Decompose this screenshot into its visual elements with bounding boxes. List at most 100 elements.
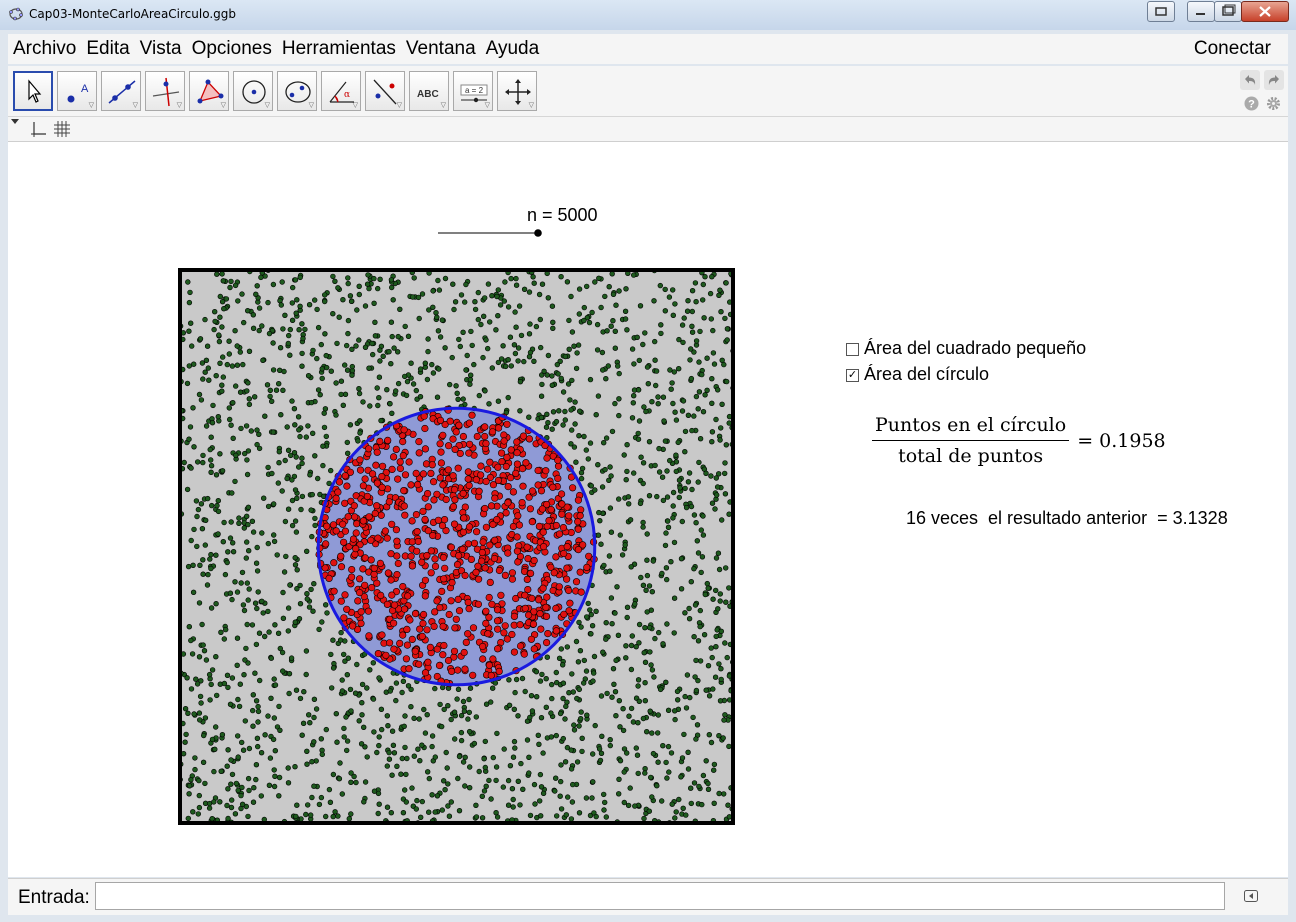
outside-point [297, 582, 303, 589]
axes-toggle-icon[interactable] [30, 121, 46, 137]
outside-point [219, 271, 225, 277]
outside-point [583, 668, 590, 674]
inside-point [431, 608, 439, 616]
collapse-triangle-icon[interactable] [11, 119, 19, 125]
inside-point [450, 647, 459, 655]
outside-point [626, 501, 632, 507]
outside-point [589, 623, 596, 629]
inside-point [574, 518, 582, 526]
outside-point [213, 552, 219, 558]
menu-item-vista[interactable]: Vista [139, 38, 182, 59]
outside-point [461, 708, 468, 714]
outside-point [187, 424, 194, 430]
menu-item-herramientas[interactable]: Herramientas [281, 38, 396, 59]
circle-tool-button[interactable]: ▽ [233, 71, 273, 111]
inside-point [494, 476, 503, 485]
text-tool-button[interactable]: ABC ▽ [409, 71, 449, 111]
outside-point [294, 802, 300, 808]
outside-point [683, 705, 690, 711]
outside-point [306, 301, 313, 308]
outside-point [624, 327, 630, 333]
outside-point [494, 730, 500, 737]
help-icon[interactable]: ? [1244, 96, 1259, 111]
outside-point [601, 791, 607, 798]
connect-link[interactable]: Conectar [1193, 38, 1271, 59]
graphics-view[interactable]: n = 5000 Área del cuadrado pequeño ✓ Áre… [8, 142, 1288, 877]
slider-tool-button[interactable]: a = 2 ▽ [453, 71, 493, 111]
outside-point [279, 488, 285, 494]
inside-point [445, 442, 453, 450]
outside-point [641, 815, 647, 822]
input-field[interactable] [95, 882, 1225, 910]
outside-point [200, 452, 206, 459]
outside-point [389, 284, 395, 291]
outside-point [665, 518, 671, 524]
menu-item-ventana[interactable]: Ventana [405, 38, 476, 59]
outside-point [485, 281, 492, 287]
inside-point [414, 537, 422, 546]
outside-point [190, 361, 197, 367]
checkbox-square-area[interactable]: Área del cuadrado pequeño [846, 338, 1086, 359]
outside-point [704, 387, 710, 394]
outside-point [215, 531, 221, 537]
outside-point [375, 810, 381, 817]
reflect-tool-button[interactable]: ▽ [365, 71, 405, 111]
perpendicular-tool-button[interactable]: ▽ [145, 71, 185, 111]
menu-item-opciones[interactable]: Opciones [191, 38, 272, 59]
menu-item-edita[interactable]: Edita [86, 38, 130, 59]
outside-point [467, 784, 473, 791]
outside-point [664, 576, 670, 583]
outside-point [441, 778, 447, 784]
outside-point [203, 517, 209, 524]
slider-n[interactable] [438, 228, 548, 238]
polygon-tool-button[interactable]: ▽ [189, 71, 229, 111]
outside-point [214, 502, 220, 509]
checkbox-circle-area[interactable]: ✓ Área del círculo [846, 364, 989, 385]
checkbox-circle-box[interactable]: ✓ [846, 369, 859, 382]
menu-item-archivo[interactable]: Archivo [13, 38, 77, 59]
inside-point [558, 510, 566, 518]
outside-point [560, 422, 566, 428]
move-graphics-tool-button[interactable]: ▽ [497, 71, 537, 111]
settings-gear-icon[interactable] [1266, 96, 1281, 111]
inside-point [393, 537, 401, 545]
line-tool-button[interactable]: ▽ [101, 71, 141, 111]
outside-point [616, 791, 622, 797]
restore-small-button[interactable] [1147, 1, 1175, 22]
inside-point [381, 527, 389, 535]
outside-point [201, 648, 208, 654]
inside-point [373, 579, 381, 587]
outside-point [323, 726, 330, 733]
outside-point [721, 361, 727, 368]
menu-item-ayuda[interactable]: Ayuda [485, 38, 540, 59]
outside-point [665, 524, 672, 530]
outside-point [502, 279, 508, 285]
conic-tool-button[interactable]: ▽ [277, 71, 317, 111]
outside-point [679, 322, 686, 328]
move-tool-button[interactable] [13, 71, 53, 111]
outside-point [316, 801, 323, 808]
inside-point [513, 449, 521, 457]
outside-point [693, 657, 699, 664]
redo-icon[interactable] [1264, 70, 1284, 90]
checkbox-square-box[interactable] [846, 343, 859, 356]
inside-point [431, 562, 440, 571]
point-tool-button[interactable]: A ▽ [57, 71, 97, 111]
outside-point [229, 540, 236, 546]
outside-point [246, 586, 252, 592]
inside-point [436, 474, 444, 482]
grid-toggle-icon[interactable] [54, 121, 70, 137]
undo-icon[interactable] [1240, 70, 1260, 90]
input-help-toggle-icon[interactable] [1244, 890, 1258, 902]
inside-point [507, 474, 515, 482]
inside-point [404, 592, 412, 600]
close-button[interactable] [1241, 1, 1289, 22]
outside-point [560, 680, 567, 686]
outside-point [650, 750, 657, 757]
angle-tool-button[interactable]: α ▽ [321, 71, 361, 111]
minimize-button[interactable] [1187, 1, 1215, 22]
outside-point [241, 525, 248, 531]
monte-carlo-plot[interactable] [178, 268, 735, 825]
outside-point [445, 803, 451, 809]
maximize-button[interactable] [1214, 1, 1242, 22]
